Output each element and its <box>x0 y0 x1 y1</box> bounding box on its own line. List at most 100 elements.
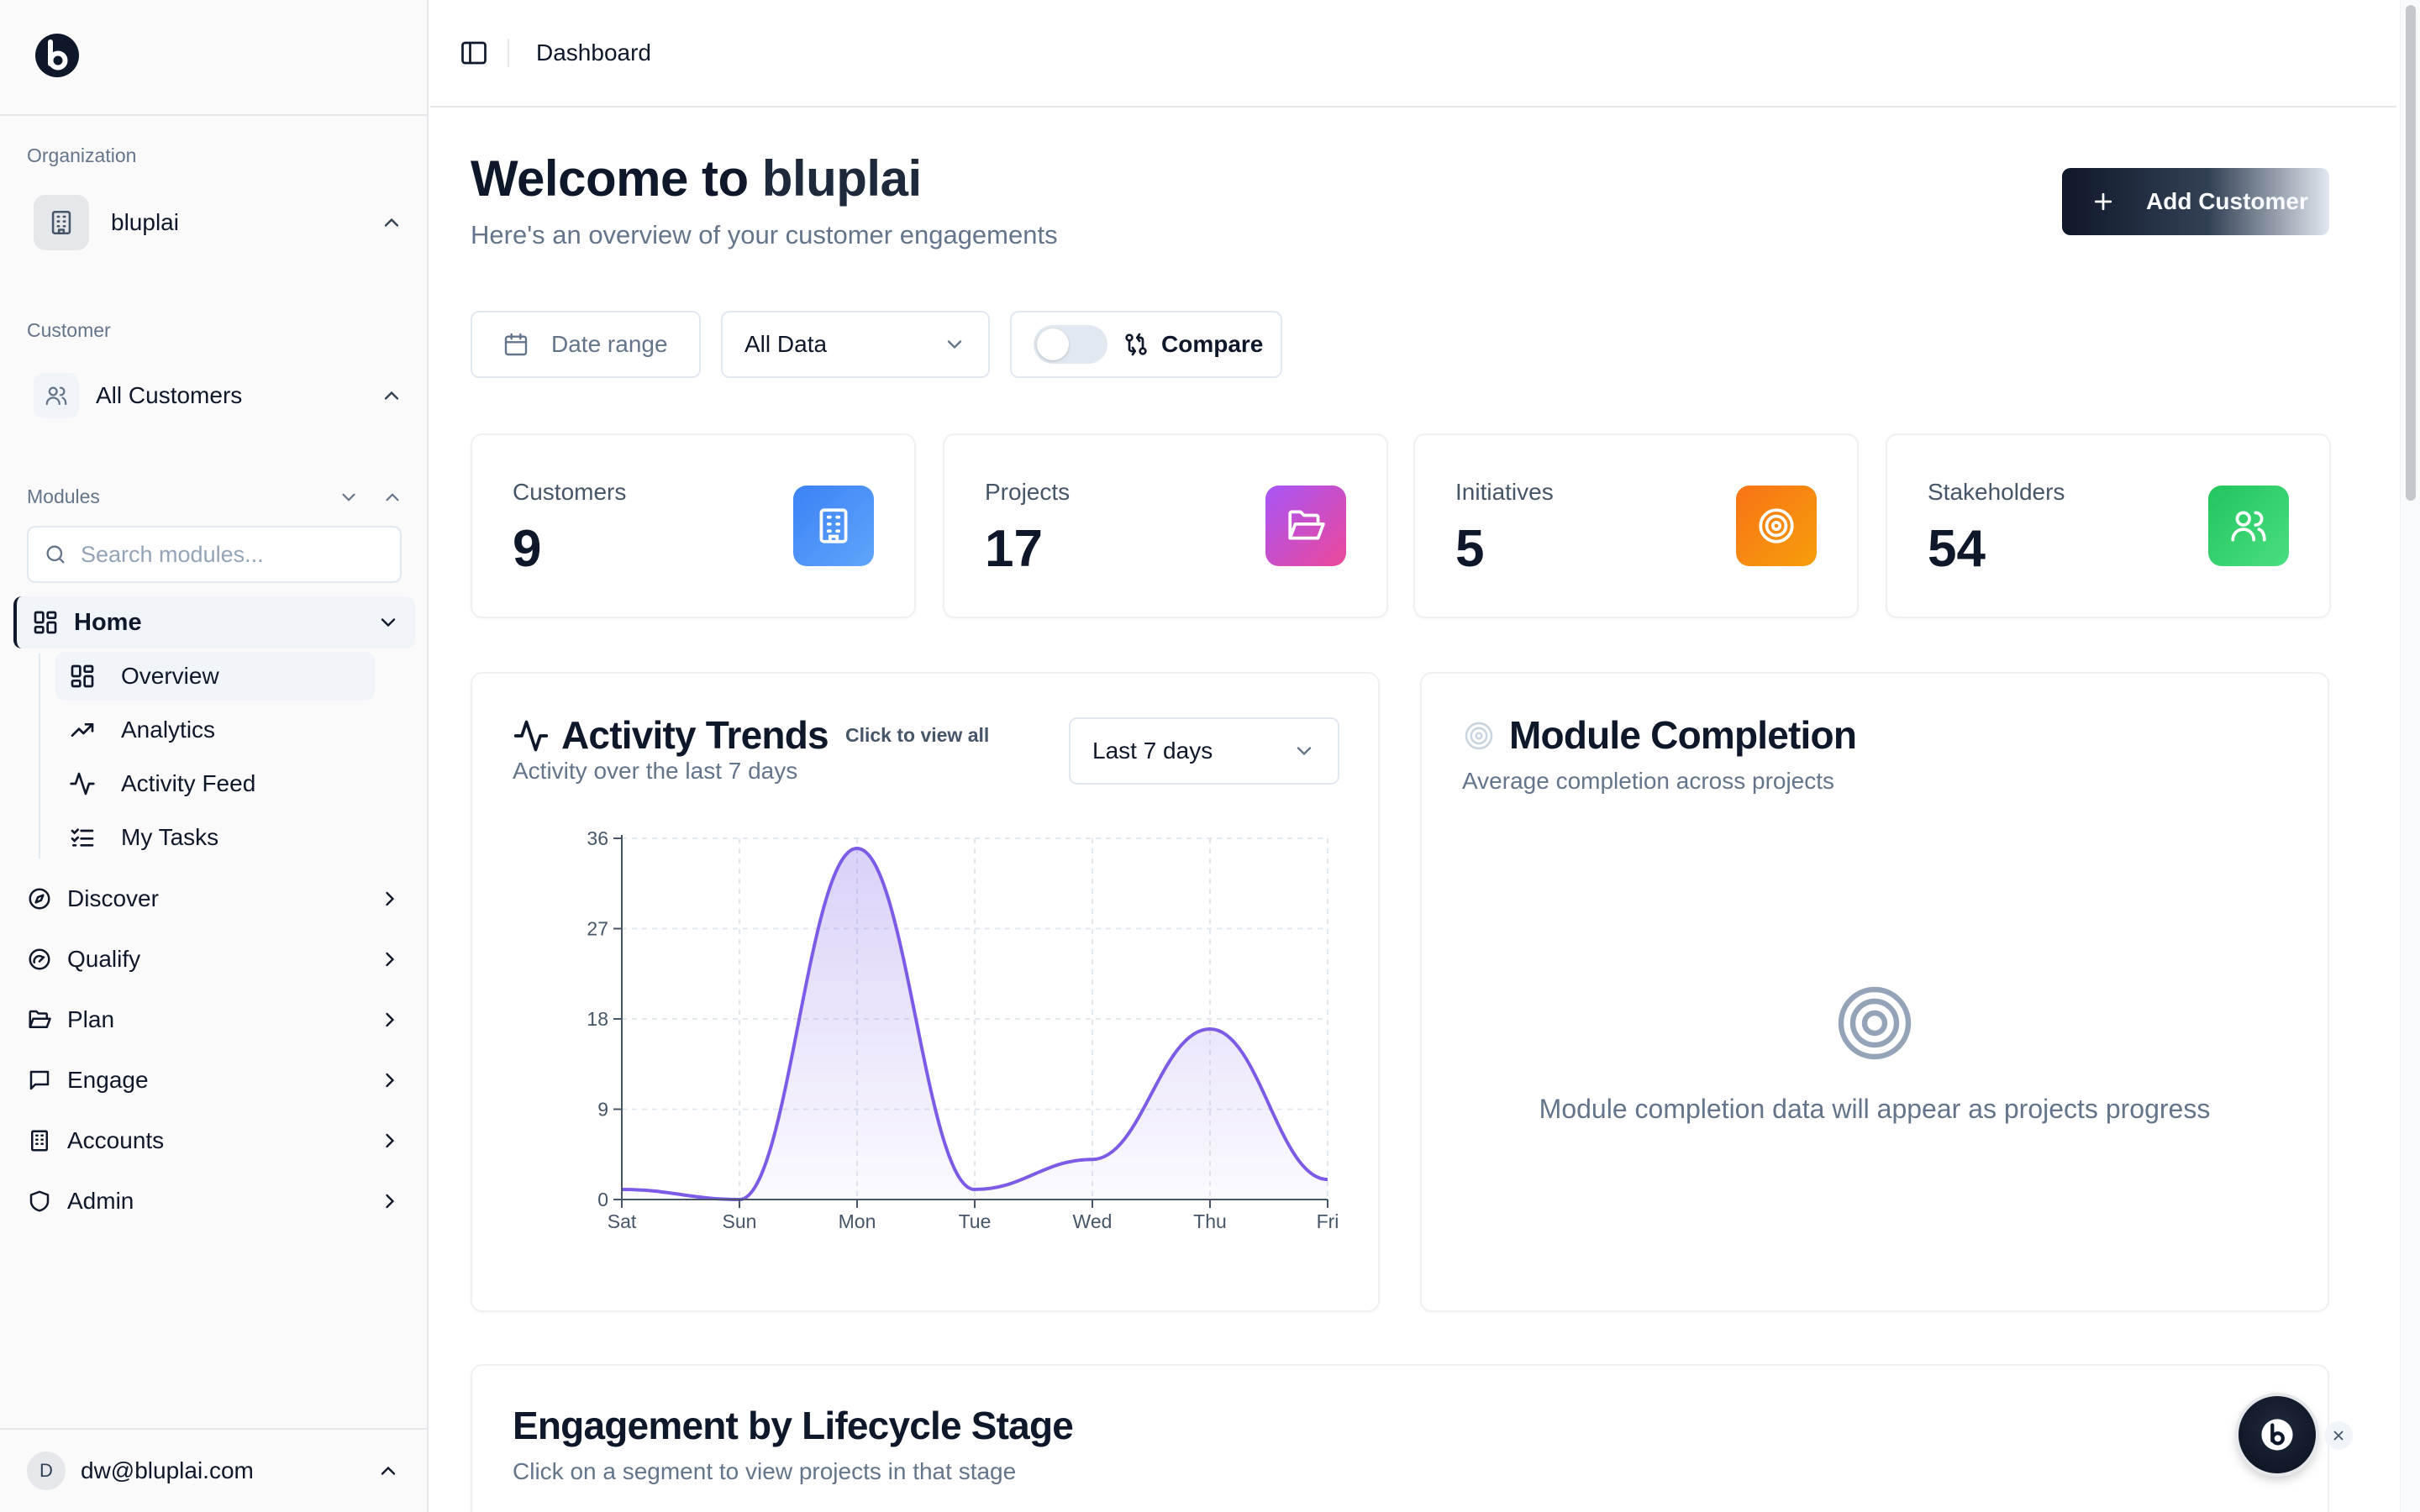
compare-control: Compare <box>1010 311 1282 378</box>
chevron-down-icon[interactable] <box>338 486 360 508</box>
date-range-label: Date range <box>551 331 668 357</box>
close-assistant-button[interactable] <box>2324 1421 2353 1450</box>
bluplai-logo-icon <box>2261 1419 2293 1451</box>
x-tick-label: Mon <box>839 1210 876 1232</box>
sidebar: Organization bluplai Customer All Custom… <box>0 0 429 1512</box>
shield-icon <box>29 1190 50 1212</box>
user-email: dw@bluplai.com <box>81 1457 254 1483</box>
sidebar-item-activity-feed[interactable]: Activity Feed <box>55 759 375 808</box>
sidebar-item-my-tasks[interactable]: My Tasks <box>55 813 375 862</box>
period-select[interactable]: Last 7 days <box>1069 717 1339 785</box>
chevron-right-icon <box>386 1012 395 1027</box>
search-input[interactable] <box>81 541 383 568</box>
avatar: D <box>27 1452 66 1490</box>
layout-grid-icon <box>71 664 94 688</box>
layout-grid-icon <box>34 611 57 634</box>
chevron-right-icon <box>386 1194 395 1209</box>
stat-card-stakeholders[interactable]: Stakeholders 54 <box>1886 433 2331 618</box>
activity-chart[interactable]: 0 9 18 27 36 Sat Sun Mon Tue Wed Thu Fri <box>472 674 1378 1310</box>
sidebar-item-home[interactable]: Home <box>13 596 415 648</box>
sidebar-item-admin[interactable]: Admin <box>27 1178 402 1225</box>
activity-trends-subtitle: Activity over the last 7 days <box>513 758 798 784</box>
building-icon <box>34 195 89 250</box>
organization-switcher[interactable]: bluplai <box>27 195 403 250</box>
stat-label: Stakeholders <box>1928 479 2065 505</box>
stat-label: Projects <box>985 479 1071 505</box>
sidebar-item-label: Discover <box>67 885 159 911</box>
sidebar-item-overview[interactable]: Overview <box>55 652 375 701</box>
chevron-right-icon <box>386 891 395 906</box>
chevron-down-icon <box>1297 747 1312 756</box>
users-icon <box>2208 486 2289 566</box>
sidebar-item-label: Engage <box>67 1067 149 1093</box>
data-filter-select[interactable]: All Data <box>721 311 990 378</box>
activity-icon <box>70 772 95 795</box>
sidebar-item-engage[interactable]: Engage <box>27 1057 402 1104</box>
customer-switcher[interactable]: All Customers <box>27 373 403 418</box>
compass-icon <box>29 888 50 910</box>
sidebar-toggle-icon[interactable] <box>459 38 489 68</box>
welcome-prefix: Welcome to <box>471 150 762 207</box>
toggle-knob <box>1037 328 1069 360</box>
user-menu[interactable]: D dw@bluplai.com <box>0 1428 427 1512</box>
sidebar-item-plan[interactable]: Plan <box>27 996 402 1043</box>
chevron-right-icon <box>386 1073 395 1088</box>
scrollbar-thumb[interactable] <box>2406 5 2416 501</box>
module-search <box>27 526 402 583</box>
sidebar-item-analytics[interactable]: Analytics <box>55 706 375 754</box>
y-tick-label: 0 <box>597 1189 608 1210</box>
x-tick-label: Thu <box>1193 1210 1227 1232</box>
activity-icon <box>513 720 549 752</box>
modules-label: Modules <box>27 486 100 507</box>
users-icon <box>34 373 79 418</box>
module-completion-subtitle: Average completion across projects <box>1462 768 1835 794</box>
activity-trends-card: Activity Trends Click to view all Activi… <box>471 672 1380 1312</box>
engagement-title: Engagement by Lifecycle Stage <box>513 1404 1074 1447</box>
customer-name: All Customers <box>96 382 243 408</box>
organization-label: Organization <box>27 144 137 166</box>
x-tick-label: Fri <box>1317 1210 1339 1232</box>
chevron-down-icon <box>381 618 396 627</box>
target-icon <box>1736 486 1817 566</box>
gauge-icon <box>29 948 50 970</box>
building-icon <box>793 486 874 566</box>
chevron-up-icon <box>381 1466 396 1475</box>
sidebar-item-label: My Tasks <box>121 824 219 850</box>
y-tick-label: 18 <box>587 1008 608 1030</box>
trending-up-icon <box>71 723 94 737</box>
stat-value: 54 <box>1928 520 1986 578</box>
data-filter-value: All Data <box>744 331 828 357</box>
topbar: Dashboard <box>430 0 2396 108</box>
view-all-link[interactable]: Click to view all <box>845 724 990 746</box>
stat-value: 9 <box>513 520 542 578</box>
chevron-up-icon <box>384 391 399 400</box>
modules-header: Modules <box>27 486 403 508</box>
sidebar-item-discover[interactable]: Discover <box>27 875 402 922</box>
sidebar-item-label: Plan <box>67 1006 115 1032</box>
list-checks-icon <box>71 828 94 847</box>
stat-card-initiatives[interactable]: Initiatives 5 <box>1413 433 1859 618</box>
engagement-card: Engagement by Lifecycle Stage Click on a… <box>471 1364 2329 1512</box>
x-tick-label: Tue <box>959 1210 992 1232</box>
sidebar-item-qualify[interactable]: Qualify <box>27 936 402 983</box>
sidebar-item-label: Accounts <box>67 1127 165 1153</box>
chevron-up-icon[interactable] <box>381 486 403 508</box>
activity-trends-title: Activity Trends <box>561 713 829 757</box>
sidebar-item-label: Activity Feed <box>121 770 256 796</box>
target-icon <box>1838 986 1912 1060</box>
x-tick-label: Wed <box>1073 1210 1113 1232</box>
date-range-picker[interactable]: Date range <box>471 311 701 378</box>
stat-card-projects[interactable]: Projects 17 <box>943 433 1388 618</box>
add-customer-button[interactable]: Add Customer <box>2062 168 2329 235</box>
stat-value: 17 <box>985 520 1043 578</box>
bluplai-logo-icon[interactable] <box>34 32 81 79</box>
stat-value: 5 <box>1455 520 1485 578</box>
chevron-right-icon <box>386 952 395 967</box>
sidebar-item-label: Qualify <box>67 946 141 972</box>
sidebar-item-accounts[interactable]: Accounts <box>27 1117 402 1164</box>
assistant-button[interactable] <box>2238 1396 2316 1473</box>
page-scrollbar[interactable] <box>2400 0 2420 1512</box>
building-icon <box>31 1130 48 1152</box>
stat-card-customers[interactable]: Customers 9 <box>471 433 916 618</box>
compare-toggle[interactable] <box>1034 325 1107 364</box>
